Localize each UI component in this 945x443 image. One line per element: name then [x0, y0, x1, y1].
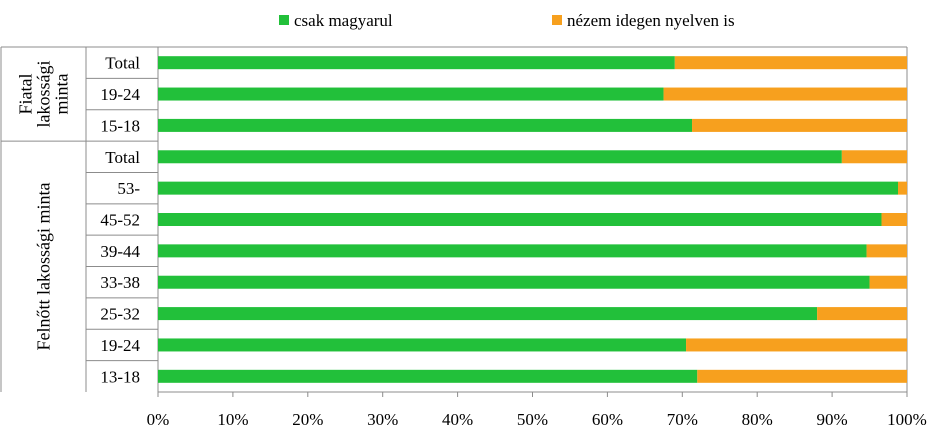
x-tick-label: 70% [667, 410, 698, 429]
x-tick-label: 40% [442, 410, 473, 429]
bar-segment [158, 275, 870, 289]
legend: csak magyarul nézem idegen nyelven is [279, 11, 735, 30]
bar-segment [158, 118, 693, 132]
bar-segment [881, 213, 907, 226]
bar-segment [674, 56, 907, 70]
category-label: 25-32 [100, 305, 140, 324]
group-labels: Fiatallakosságiminta Felnőtt lakossági mi… [16, 61, 72, 351]
bar-segment [697, 369, 907, 383]
bars [158, 56, 907, 383]
category-label: 19-24 [100, 85, 140, 104]
legend-swatch-2 [552, 15, 562, 25]
x-tick-label: 60% [592, 410, 623, 429]
category-label: 33-38 [100, 273, 140, 292]
category-label: 15-18 [100, 116, 140, 135]
legend-label-1: csak magyarul [294, 11, 393, 30]
x-tick-label: 10% [217, 410, 248, 429]
x-tick-label: 90% [817, 410, 848, 429]
bar-segment [898, 181, 907, 195]
category-label: 19-24 [100, 336, 140, 355]
bar-segment [869, 275, 907, 289]
category-label: 53- [117, 179, 140, 198]
x-tick-label: 30% [367, 410, 398, 429]
bar-segment [158, 338, 687, 352]
category-label: 39-44 [100, 242, 140, 261]
group-label: Felnőtt lakossági minta [34, 183, 54, 351]
x-tick-label: 50% [517, 410, 548, 429]
legend-swatch-1 [279, 15, 289, 25]
bar-segment [158, 213, 882, 226]
category-label: 13-18 [100, 367, 140, 386]
bar-segment [866, 244, 907, 258]
bar-segment [158, 181, 899, 195]
x-tick-label: 0% [147, 410, 170, 429]
category-labels: Total 19-24 15-18 Total 53- 45-52 39-44 33-38 25… [100, 54, 140, 387]
x-tick-label: 20% [292, 410, 323, 429]
bar-segment [817, 307, 907, 321]
group-label-line: minta [52, 74, 72, 115]
bar-segment [158, 307, 818, 321]
x-tick-label: 80% [742, 410, 773, 429]
bar-segment [158, 369, 698, 383]
category-label: Total [105, 54, 140, 73]
x-tick-label: 100% [887, 410, 927, 429]
bar-segment [663, 87, 907, 101]
category-label: 45-52 [100, 211, 140, 230]
category-label: Total [105, 148, 140, 167]
group-label-line: Felnőtt lakossági minta [34, 183, 54, 351]
group-label-line: lakossági [34, 61, 54, 128]
bar-segment [158, 87, 664, 101]
group-label: Fiatallakosságiminta [16, 61, 72, 128]
bar-segment [158, 150, 842, 164]
bar-segment [158, 56, 675, 70]
bar-segment [841, 150, 907, 164]
legend-label-2: nézem idegen nyelven is [567, 11, 735, 30]
x-axis: 0% 10% 20% 30% 40% 50% 60% 70% 80% 90% 100% [147, 392, 927, 429]
group-label-line: Fiatal [16, 74, 36, 115]
bar-segment [692, 118, 907, 132]
bar-segment [686, 338, 907, 352]
bar-segment [158, 244, 867, 258]
